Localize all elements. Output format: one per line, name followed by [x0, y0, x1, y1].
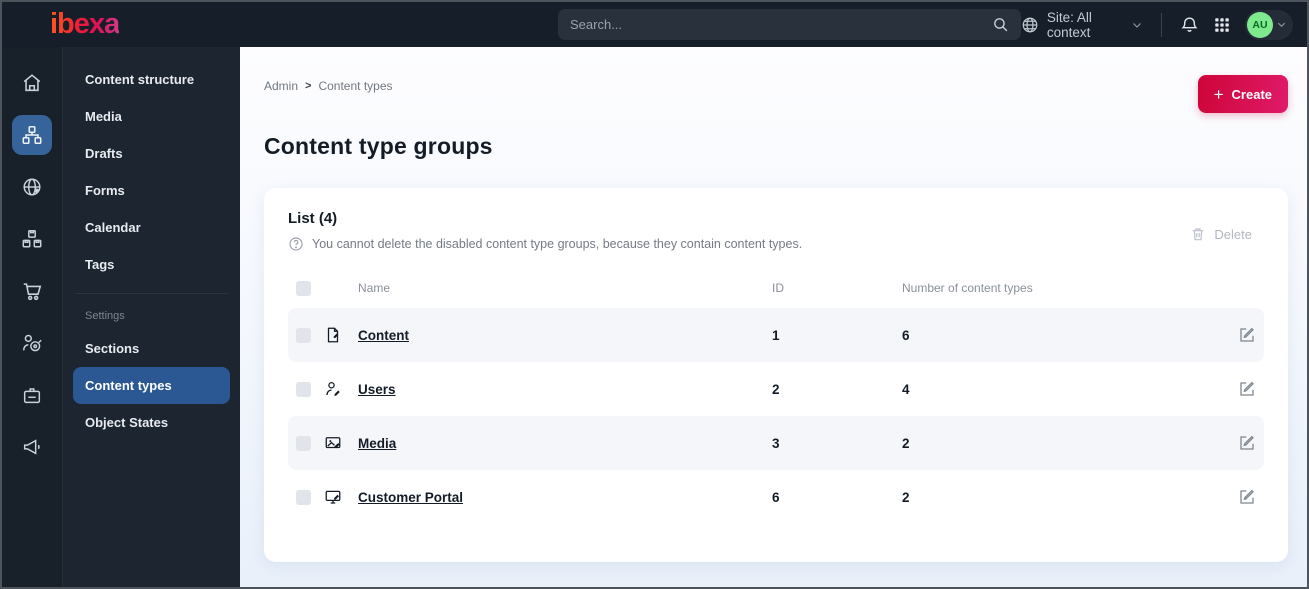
row-checkbox[interactable] — [296, 327, 311, 343]
trash-icon — [1190, 226, 1206, 242]
home-icon — [21, 72, 43, 94]
content-type-groups-panel: List (4) You cannot delete the disabled … — [264, 188, 1288, 562]
globe-icon — [1021, 16, 1039, 34]
app-grid-icon[interactable] — [1213, 16, 1231, 34]
rail-item-corporate[interactable] — [12, 375, 52, 415]
users-person-icon — [324, 380, 358, 398]
select-all-checkbox[interactable] — [296, 280, 311, 296]
rail-item-marketing[interactable] — [12, 427, 52, 467]
group-id: 2 — [772, 381, 780, 397]
breadcrumb: Admin > Content types — [264, 75, 393, 93]
column-header-name: Name — [358, 281, 391, 295]
sidebar-item-object-states[interactable]: Object States — [85, 415, 169, 430]
ibexa-logo[interactable]: ibexa — [50, 8, 120, 40]
chevron-down-icon — [1276, 19, 1287, 30]
rail-item-commerce[interactable] — [12, 271, 52, 311]
global-search[interactable] — [558, 9, 1021, 40]
group-count: 2 — [902, 435, 910, 451]
sidebar-item-drafts[interactable]: Drafts — [85, 146, 123, 161]
notifications-bell-icon[interactable] — [1180, 15, 1199, 34]
delete-button-label: Delete — [1214, 226, 1252, 242]
chevron-down-icon — [1131, 19, 1143, 31]
megaphone-icon — [21, 436, 43, 458]
rail-item-product-catalog[interactable] — [12, 219, 52, 259]
secondary-sidebar: Content structure Media Drafts Forms Cal… — [62, 47, 240, 587]
sidebar-item-tags[interactable]: Tags — [85, 257, 115, 272]
table-header-row: Name ID Number of content types — [288, 268, 1264, 308]
breadcrumb-admin[interactable]: Admin — [264, 79, 299, 93]
group-count: 6 — [902, 327, 910, 343]
main-content: Admin > Content types + Create Content t… — [240, 47, 1307, 587]
group-count: 2 — [902, 489, 910, 505]
group-link[interactable]: Customer Portal — [358, 489, 464, 505]
sidebar-section-settings: Settings — [85, 310, 125, 322]
site-context-selector[interactable]: Site: All context — [1021, 10, 1143, 40]
plus-icon: + — [1213, 84, 1224, 104]
sidebar-item-calendar[interactable]: Calendar — [85, 220, 141, 235]
edit-icon[interactable] — [1238, 434, 1256, 452]
sidebar-item-media[interactable]: Media — [85, 109, 122, 124]
group-count: 4 — [902, 381, 910, 397]
page-title: Content type groups — [264, 133, 493, 159]
breadcrumb-separator: > — [305, 80, 312, 92]
topbar-right-cluster: Site: All context AU — [1021, 9, 1293, 40]
sidebar-item-sections[interactable]: Sections — [85, 341, 140, 356]
avatar: AU — [1247, 11, 1273, 38]
sidebar-item-content-structure[interactable]: Content structure — [85, 72, 195, 87]
content-type-groups-table: Name ID Number of content types Content … — [288, 268, 1264, 524]
content-file-icon — [324, 326, 358, 344]
group-id: 6 — [772, 489, 780, 505]
group-id: 3 — [772, 435, 780, 451]
user-menu[interactable]: AU — [1245, 9, 1293, 40]
product-boxes-icon — [21, 228, 43, 250]
table-row: Users 2 4 — [288, 362, 1264, 416]
create-button-label: Create — [1231, 86, 1272, 102]
sidebar-item-content-types[interactable]: Content types — [73, 367, 230, 404]
search-icon[interactable] — [992, 16, 1009, 33]
row-checkbox[interactable] — [296, 435, 311, 451]
sidebar-divider — [75, 293, 228, 294]
column-header-id: ID — [772, 281, 784, 295]
group-link[interactable]: Users — [358, 381, 396, 397]
table-row: Content 1 6 — [288, 308, 1264, 362]
topbar-divider — [1161, 12, 1162, 37]
group-id: 1 — [772, 327, 780, 343]
table-row: Media 3 2 — [288, 416, 1264, 470]
rail-item-site[interactable] — [12, 167, 52, 207]
help-icon — [288, 236, 304, 252]
site-context-label: Site: All context — [1046, 9, 1092, 40]
logo-wrap: ibexa — [2, 10, 240, 39]
sidebar-item-forms[interactable]: Forms — [85, 183, 125, 198]
rail-item-customers[interactable] — [12, 323, 52, 363]
group-link[interactable]: Content — [358, 327, 409, 343]
customer-portal-monitor-icon — [324, 488, 358, 506]
badge-icon — [21, 384, 43, 406]
delete-button[interactable]: Delete — [1190, 210, 1264, 242]
group-link[interactable]: Media — [358, 435, 397, 451]
icon-rail — [2, 47, 62, 587]
media-image-icon — [324, 434, 358, 452]
customer-target-icon — [21, 332, 43, 354]
cart-icon — [21, 280, 43, 302]
row-checkbox[interactable] — [296, 381, 311, 397]
row-checkbox[interactable] — [296, 489, 311, 505]
list-title: List (4) — [288, 210, 338, 227]
table-row: Customer Portal 6 2 — [288, 470, 1264, 524]
sitemap-icon — [21, 124, 43, 146]
hint-text: You cannot delete the disabled content t… — [312, 237, 803, 251]
rail-item-dashboard[interactable] — [12, 63, 52, 103]
breadcrumb-content-types: Content types — [318, 79, 393, 93]
edit-icon[interactable] — [1238, 488, 1256, 506]
edit-icon[interactable] — [1238, 380, 1256, 398]
top-bar: ibexa Site: All context — [2, 2, 1307, 47]
rail-item-content[interactable] — [12, 115, 52, 155]
edit-icon[interactable] — [1238, 326, 1256, 344]
column-header-count: Number of content types — [902, 281, 1033, 295]
search-input[interactable] — [570, 17, 992, 32]
globe-star-icon — [21, 176, 43, 198]
create-button[interactable]: + Create — [1197, 75, 1288, 113]
